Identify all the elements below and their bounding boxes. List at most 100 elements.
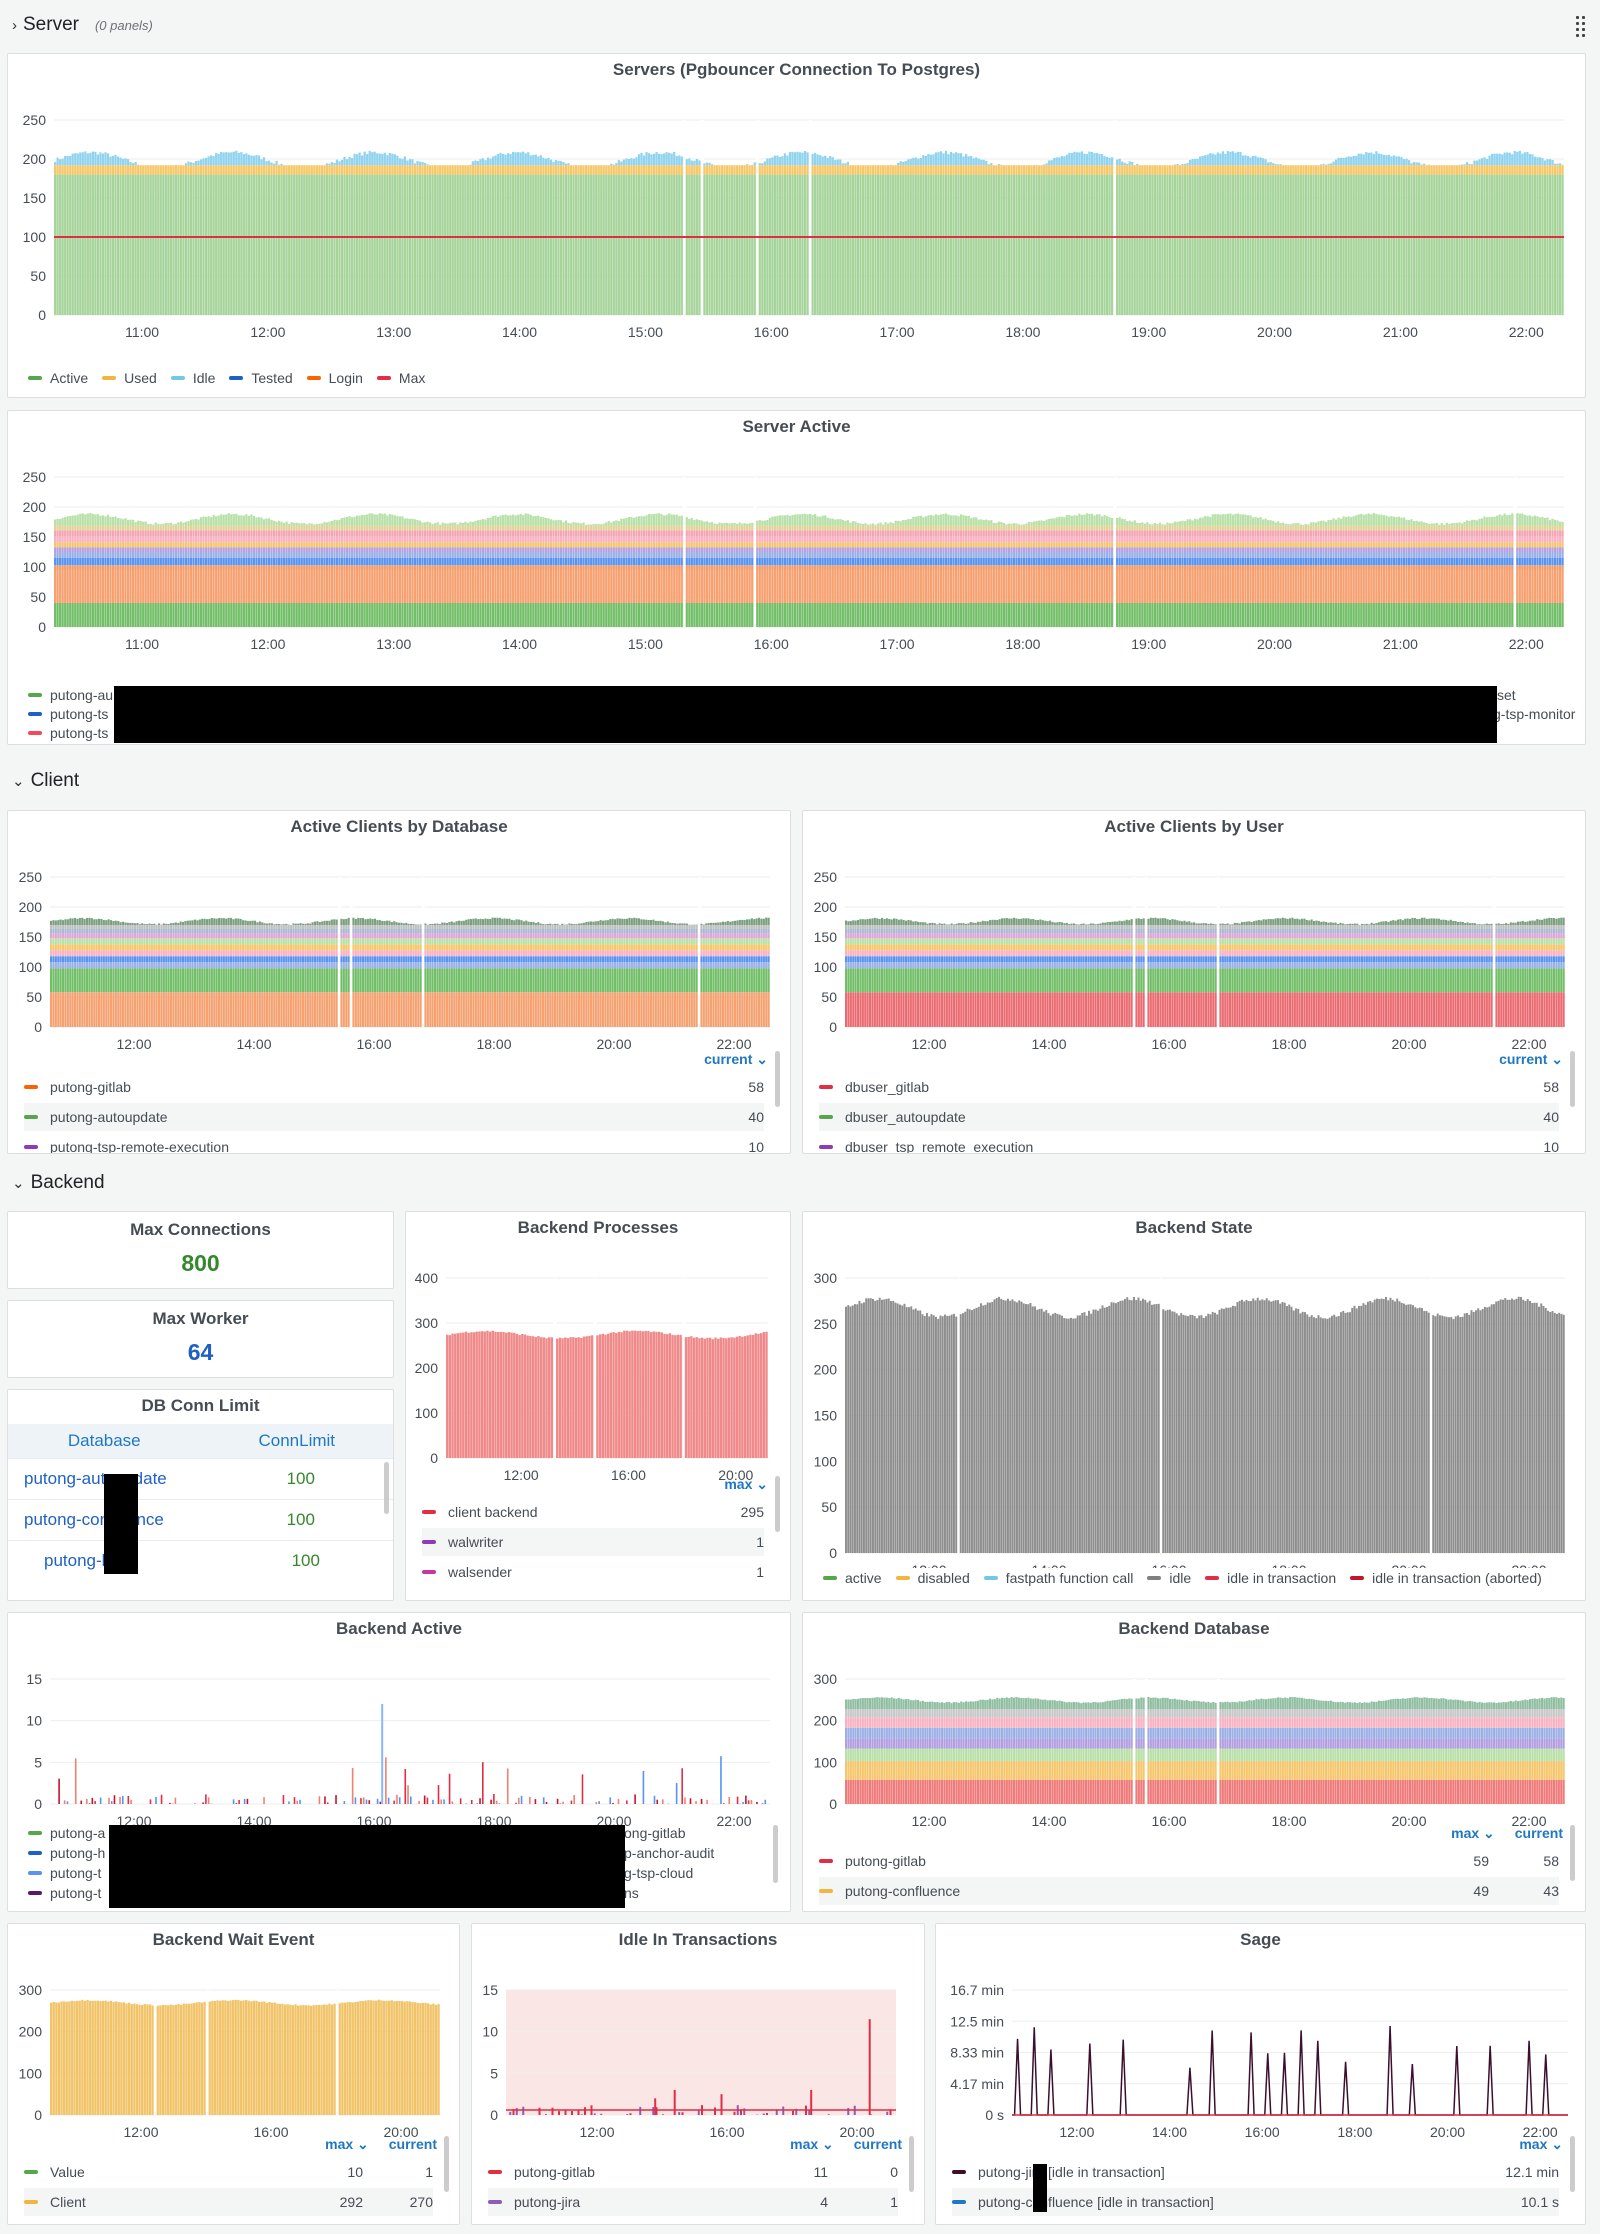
bar-segment <box>227 552 230 558</box>
bar-segment <box>987 164 990 166</box>
bar-segment <box>700 570 703 603</box>
panel-servers[interactable]: Servers (Pgbouncer Connection To Postgre… <box>7 53 1586 398</box>
bar-segment <box>345 565 349 570</box>
bar-segment <box>192 530 195 537</box>
bar-segment <box>308 525 311 531</box>
bar-segment <box>670 174 673 315</box>
bar-segment <box>479 174 482 315</box>
bar-segment <box>280 163 283 166</box>
bar-segment <box>361 565 364 570</box>
bar-segment <box>358 174 361 315</box>
bar-segment <box>119 536 122 543</box>
bar-segment <box>728 603 731 627</box>
bar-segment <box>708 547 711 552</box>
row-server[interactable]: › Server (0 panels) <box>0 7 1600 43</box>
bar-segment <box>142 542 145 548</box>
bar-segment <box>434 174 437 315</box>
legend-item[interactable]: Tested <box>229 370 293 386</box>
bar-segment <box>496 525 500 531</box>
drag-handle-icon[interactable] <box>1576 16 1586 37</box>
bar-segment <box>441 165 444 175</box>
bar-segment <box>308 530 311 537</box>
bar-segment <box>539 552 542 558</box>
bar-segment <box>227 174 230 315</box>
bar-segment <box>441 570 444 603</box>
bar-segment <box>982 165 985 175</box>
bar-segment <box>408 530 412 537</box>
bar-segment <box>142 530 145 537</box>
bar-segment <box>564 570 568 603</box>
bar-segment <box>124 570 127 603</box>
bar-segment <box>793 174 797 315</box>
bar-segment <box>101 570 105 603</box>
bar-segment <box>720 530 724 537</box>
bar-segment <box>187 161 190 166</box>
bar-segment <box>622 174 625 315</box>
bar-segment <box>210 517 213 526</box>
bar-segment <box>949 174 953 315</box>
bar-segment <box>189 570 193 603</box>
legend-item[interactable]: Active <box>28 370 88 386</box>
bar-segment <box>441 522 444 526</box>
bar-segment <box>489 174 492 315</box>
legend-item[interactable]: Max <box>376 370 425 386</box>
bar-segment <box>748 174 751 315</box>
bar-segment <box>1377 165 1380 175</box>
bar-segment <box>358 542 361 548</box>
bar-segment <box>217 547 220 552</box>
bar-segment <box>323 552 326 558</box>
bar-segment <box>663 525 666 531</box>
bar-segment <box>796 151 799 166</box>
bar-segment <box>126 519 130 526</box>
bar-segment <box>917 165 920 175</box>
bar-segment <box>147 552 150 558</box>
bar-segment <box>985 165 988 175</box>
bar-segment <box>121 547 125 552</box>
bar-segment <box>272 174 276 315</box>
bar-segment <box>126 565 130 570</box>
bar-segment <box>582 558 585 566</box>
bar-segment <box>658 165 661 175</box>
bar-segment <box>333 565 336 570</box>
panel-server-active[interactable]: Server Active 0 50 100 150 200 250 11:00 12:00 1… <box>7 410 1586 745</box>
bar-segment <box>635 530 638 537</box>
y-tick-label: 200 <box>23 151 47 167</box>
bar-segment <box>288 565 291 570</box>
legend-item[interactable]: Used <box>102 370 157 386</box>
bar-segment <box>66 570 69 603</box>
bar-segment <box>1395 165 1398 175</box>
bar-segment <box>559 165 563 175</box>
bar-segment <box>831 157 834 166</box>
bar-segment <box>426 536 429 543</box>
bar-segment <box>1445 165 1448 175</box>
bar-segment <box>625 165 628 175</box>
bar-segment <box>444 523 447 526</box>
bar-segment <box>318 174 321 315</box>
bar-segment <box>1302 174 1305 315</box>
bar-segment <box>348 542 351 548</box>
legend-item[interactable]: Login <box>306 370 363 386</box>
x-tick-label: 12:00 <box>250 636 285 652</box>
bar-segment <box>330 603 334 627</box>
bar-segment <box>695 565 698 570</box>
bar-segment <box>585 542 588 548</box>
bar-segment <box>610 552 613 558</box>
bar-segment <box>559 603 563 627</box>
bar-segment <box>1423 165 1426 175</box>
bar-segment <box>512 570 515 603</box>
bar-segment <box>56 518 59 526</box>
legend-item[interactable]: Idle <box>170 370 215 386</box>
bar-segment <box>144 603 147 627</box>
bar-segment <box>474 542 477 548</box>
bar-segment <box>451 547 454 552</box>
bar-segment <box>1272 165 1275 175</box>
bar-segment <box>320 558 323 566</box>
bar-segment <box>383 570 386 603</box>
bar-segment <box>1191 159 1194 166</box>
bar-segment <box>396 542 399 548</box>
bar-segment <box>61 542 64 548</box>
bar-segment <box>227 558 230 566</box>
bar-segment <box>174 530 178 537</box>
bar-segment <box>1395 174 1398 315</box>
bar-segment <box>725 174 729 315</box>
